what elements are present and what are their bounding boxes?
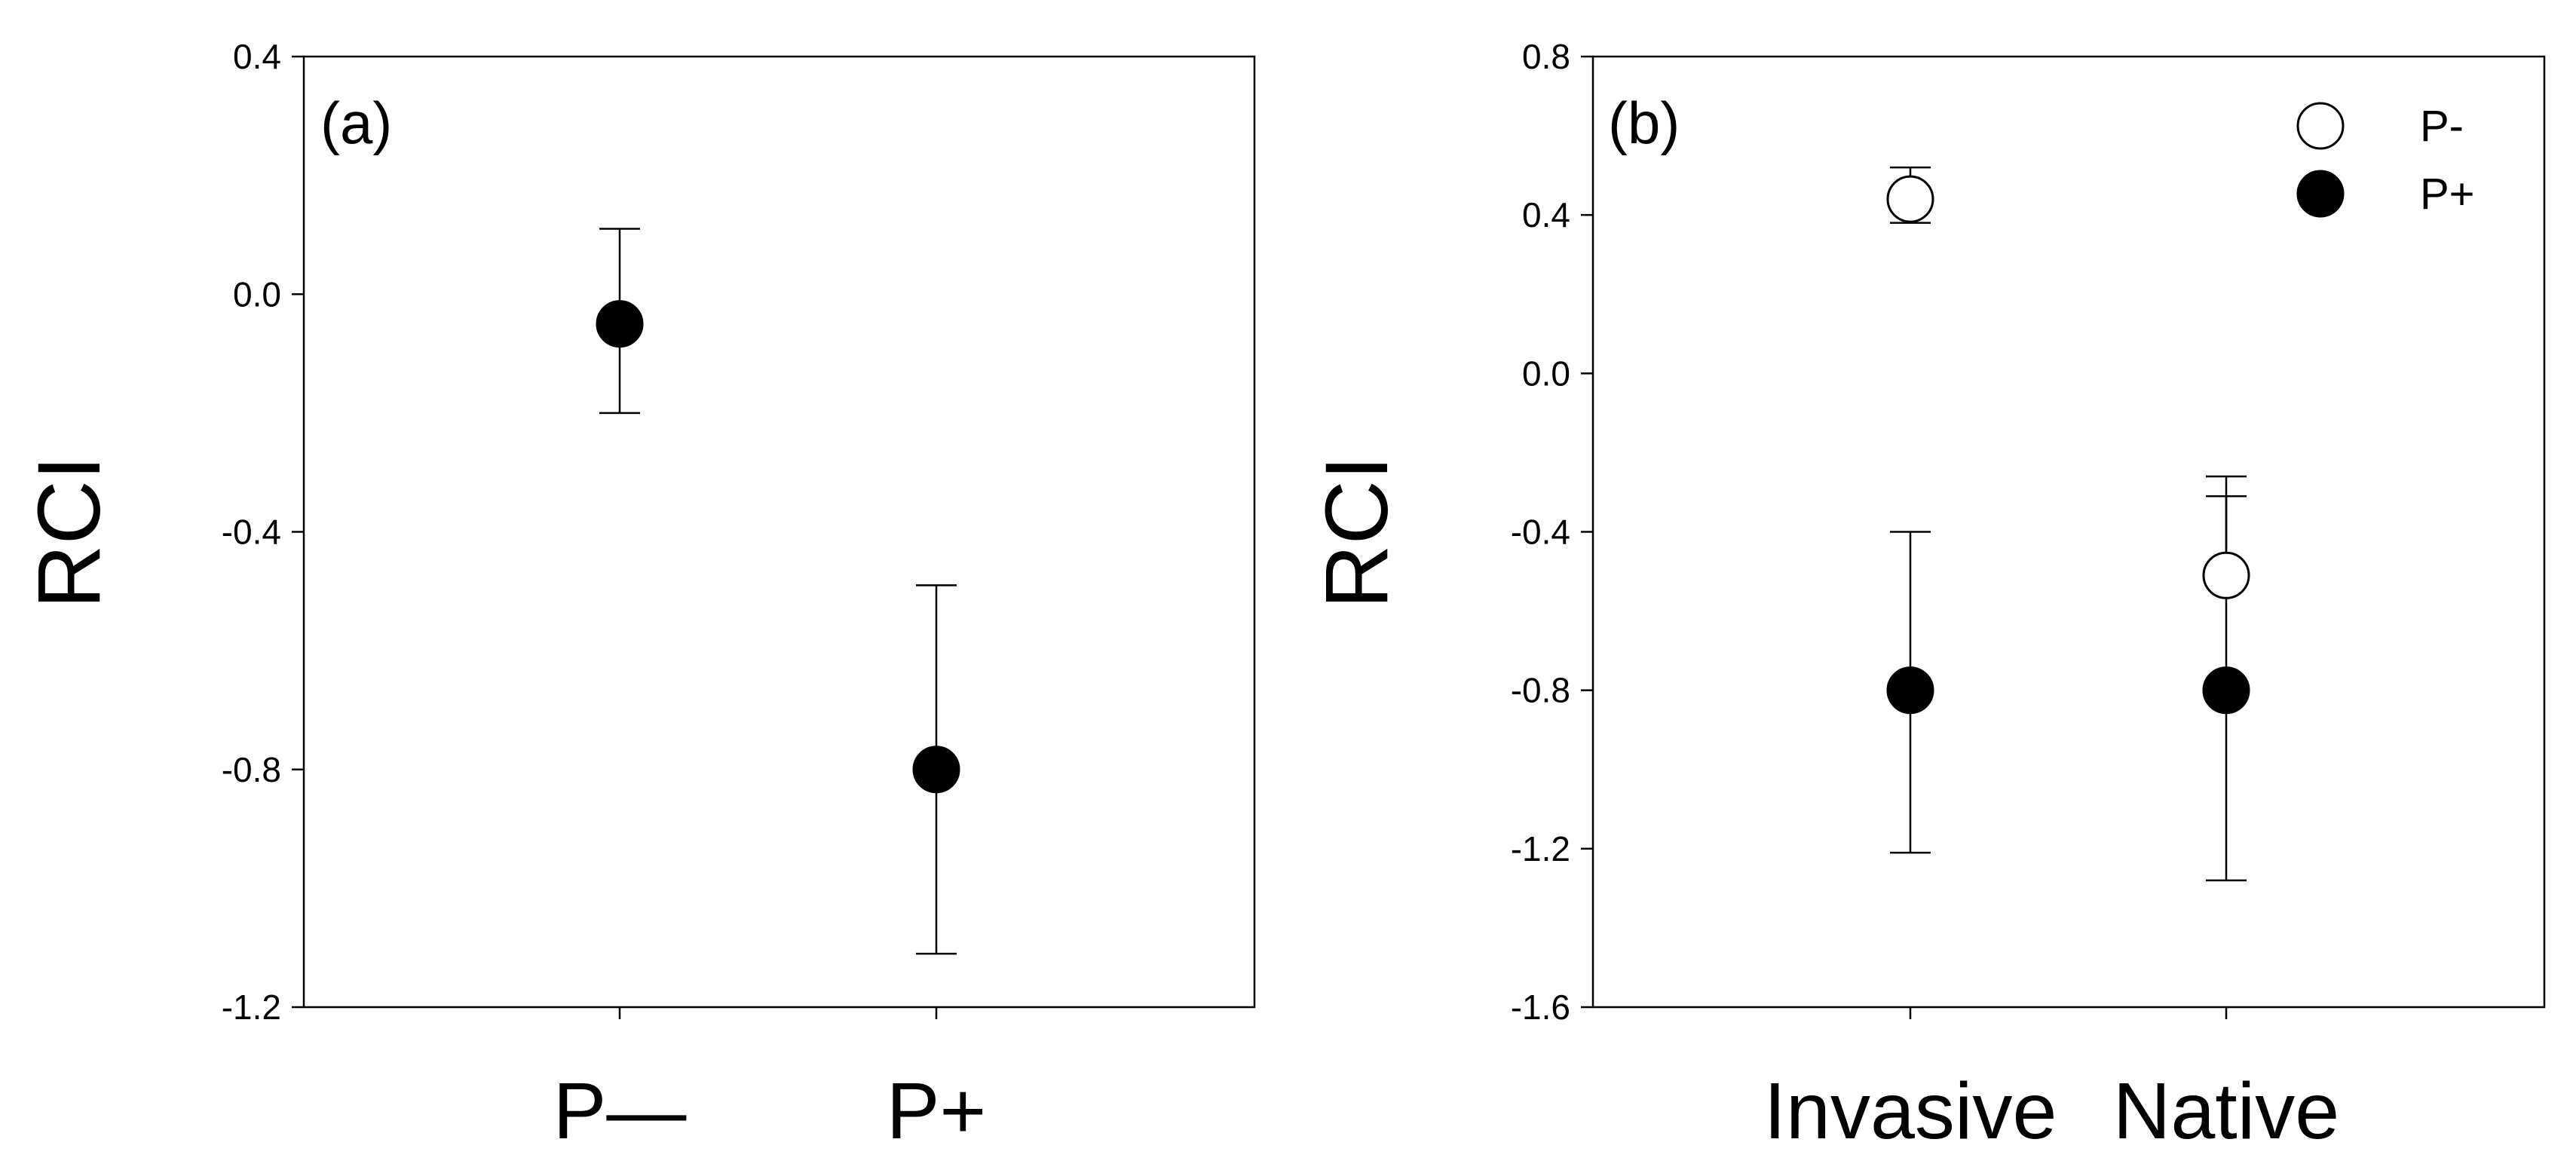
y-tick-label: -0.4 — [222, 513, 281, 552]
panel-b-chart: 0.8 0.4 0.0 -0.4 -0.8 -1.2 -1.6 RCI (b) Invasive N… — [1307, 37, 2546, 1156]
x-category-label: Invasive — [1764, 1067, 2057, 1156]
data-point — [2202, 666, 2250, 715]
data-point — [596, 300, 644, 348]
data-point — [1886, 666, 1934, 715]
plot-frame — [1591, 55, 2546, 1009]
y-tick-label: -1.2 — [1511, 829, 1570, 868]
y-axis-label: RCI — [20, 455, 119, 608]
data-point — [2202, 551, 2250, 599]
y-tick-label: 0.0 — [233, 274, 281, 314]
x-category-label: P+ — [887, 1067, 987, 1156]
plot-frame — [302, 55, 1256, 1009]
y-tick-label: 0.8 — [1522, 37, 1570, 76]
y-tick-label: -0.8 — [222, 750, 281, 789]
y-tick-label: 0.4 — [1522, 195, 1570, 234]
y-tick-label: 0.0 — [1522, 354, 1570, 393]
legend-marker — [2296, 102, 2345, 150]
panel-a-chart: 0.4 0.0 -0.4 -0.8 -1.2 RCI (a) P— P+ — [20, 37, 1256, 1156]
panel-label: (a) — [320, 90, 392, 156]
legend-label: P+ — [2420, 170, 2475, 219]
y-tick-label: -0.8 — [1511, 671, 1570, 710]
y-axis-label: RCI — [1307, 455, 1407, 608]
y-tick-label: -1.2 — [222, 988, 281, 1027]
x-category-label: P— — [553, 1067, 687, 1156]
legend-label: P- — [2420, 102, 2464, 151]
y-tick-label: -1.6 — [1511, 988, 1570, 1027]
legend-marker — [2296, 170, 2345, 218]
data-point — [1886, 175, 1934, 223]
panel-label: (b) — [1608, 90, 1680, 156]
y-tick-label: -0.4 — [1511, 513, 1570, 552]
y-tick-label: 0.4 — [233, 37, 281, 76]
x-category-label: Native — [2113, 1067, 2339, 1156]
data-point — [912, 746, 960, 794]
